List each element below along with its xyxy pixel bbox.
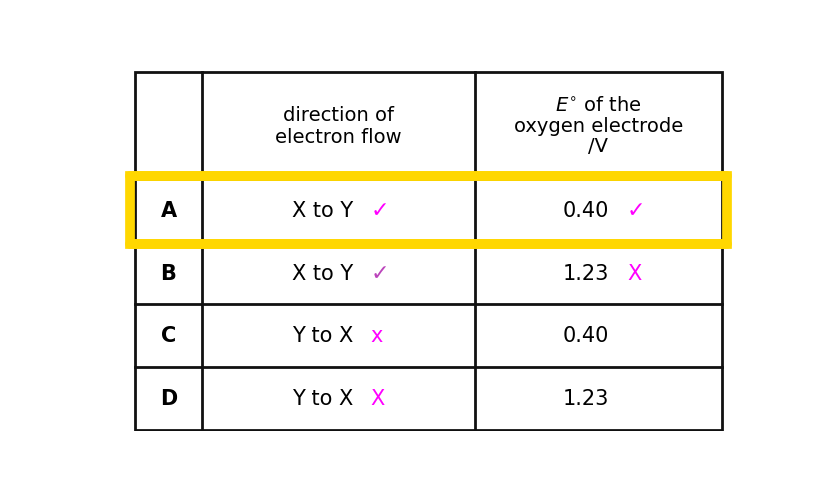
Text: B: B [160,263,176,283]
Text: Y to X: Y to X [292,388,353,408]
Text: A: A [160,200,177,221]
Text: X: X [627,263,641,283]
Text: oxygen electrode: oxygen electrode [514,117,683,136]
Text: Y to X: Y to X [292,326,353,346]
Text: 0.40: 0.40 [562,326,609,346]
Text: X to Y: X to Y [292,263,353,283]
Text: x: x [370,326,383,346]
Text: 1.23: 1.23 [562,388,609,408]
Text: 1.23: 1.23 [562,263,609,283]
Text: 0.40: 0.40 [562,200,609,221]
Text: ✓: ✓ [627,200,646,221]
Text: C: C [160,326,176,346]
Text: X to Y: X to Y [292,200,353,221]
Text: $E^{\circ}$ of the: $E^{\circ}$ of the [555,96,642,115]
Text: ✓: ✓ [370,263,389,283]
Text: ✓: ✓ [370,200,389,221]
Text: direction of
electron flow: direction of electron flow [276,106,402,147]
Text: /V: /V [588,137,608,156]
Text: X: X [370,388,385,408]
Text: D: D [160,388,177,408]
